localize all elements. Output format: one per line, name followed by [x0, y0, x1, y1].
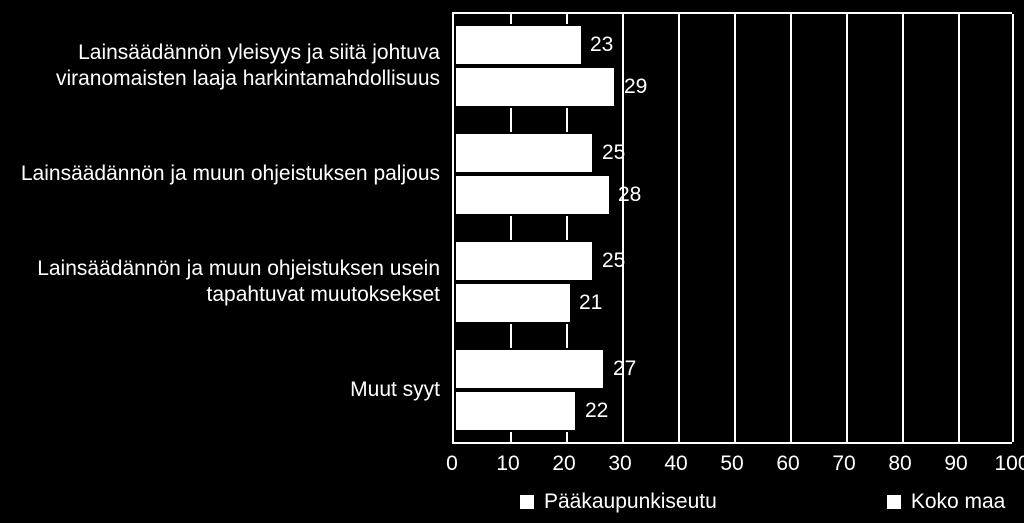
- bar-g3-s1: [454, 390, 577, 432]
- x-tick-20: 20: [552, 452, 575, 476]
- legend-swatch-1: [887, 495, 901, 509]
- legend-item-1: Koko maa: [887, 490, 1006, 514]
- x-tick-80: 80: [888, 452, 911, 476]
- bar-g3-s0: [454, 348, 605, 390]
- grid-line-60: [790, 14, 792, 442]
- grid-line-90: [958, 14, 960, 442]
- chart-root: Lainsäädännön yleisyys ja siitä johtuva …: [0, 0, 1024, 523]
- y-label-2: Lainsäädännön ja muun ohjeistuksen usein…: [0, 256, 440, 309]
- data-label-g3-s0: 27: [613, 357, 636, 381]
- x-tick-70: 70: [832, 452, 855, 476]
- x-tick-10: 10: [496, 452, 519, 476]
- y-axis-labels: Lainsäädännön yleisyys ja siitä johtuva …: [0, 12, 440, 444]
- legend-item-0: Pääkaupunkiseutu: [520, 490, 717, 514]
- legend-label-0: Pääkaupunkiseutu: [544, 490, 717, 514]
- grid-line-80: [902, 14, 904, 442]
- grid-line-40: [678, 14, 680, 442]
- data-label-g1-s0: 25: [602, 141, 625, 165]
- bar-g1-s0: [454, 132, 594, 174]
- bar-g2-s0: [454, 240, 594, 282]
- grid-line-70: [846, 14, 848, 442]
- grid-line-100: [1012, 14, 1014, 442]
- bar-g1-s1: [454, 174, 611, 216]
- x-tick-30: 30: [608, 452, 631, 476]
- x-tick-0: 0: [446, 452, 458, 476]
- bar-g0-s0: [454, 24, 583, 66]
- y-label-1: Lainsäädännön ja muun ohjeistuksen paljo…: [0, 161, 440, 187]
- plot-area: 23 29 25 28 25 21 27 22: [452, 12, 1012, 444]
- data-label-g2-s1: 21: [579, 291, 602, 315]
- data-label-g0-s0: 23: [590, 33, 613, 57]
- data-label-g0-s1: 29: [624, 75, 647, 99]
- x-tick-100: 100: [994, 452, 1024, 476]
- legend: Pääkaupunkiseutu Koko maa: [520, 490, 1005, 514]
- bar-g2-s1: [454, 282, 572, 324]
- x-tick-40: 40: [664, 452, 687, 476]
- legend-label-1: Koko maa: [911, 490, 1006, 514]
- x-tick-60: 60: [776, 452, 799, 476]
- grid-line-50: [734, 14, 736, 442]
- y-label-3: Muut syyt: [0, 377, 440, 403]
- data-label-g1-s1: 28: [618, 183, 641, 207]
- data-label-g2-s0: 25: [602, 249, 625, 273]
- x-tick-90: 90: [944, 452, 967, 476]
- bar-g0-s1: [454, 66, 616, 108]
- data-label-g3-s1: 22: [585, 399, 608, 423]
- legend-swatch-0: [520, 495, 534, 509]
- y-label-0: Lainsäädännön yleisyys ja siitä johtuva …: [0, 40, 440, 93]
- x-tick-50: 50: [720, 452, 743, 476]
